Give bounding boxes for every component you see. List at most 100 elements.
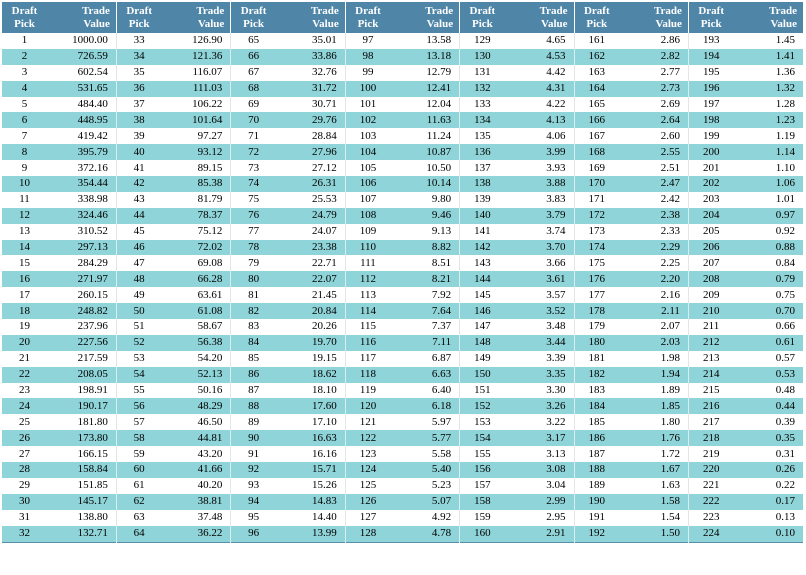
draft-pick-cell: 63 <box>115 509 162 526</box>
draft-pick-cell: 169 <box>573 160 620 177</box>
draft-pick-cell: 145 <box>459 287 505 304</box>
draft-pick-cell: 112 <box>344 271 391 288</box>
draft-pick-cell: 14 <box>2 239 47 256</box>
draft-pick-cell: 99 <box>344 64 391 81</box>
trade-value-cell: 217.59 <box>47 350 117 367</box>
trade-value-cell: 40.20 <box>161 477 231 494</box>
draft-pick-cell: 140 <box>459 207 505 224</box>
trade-value-cell: 0.17 <box>733 493 803 510</box>
draft-pick-cell: 152 <box>459 398 505 415</box>
trade-value-cell: 0.10 <box>733 525 803 542</box>
trade-value-cell: 2.20 <box>619 271 689 288</box>
table-row: 10 354.44 42 85.38 74 26.31 106 10.14 138 3.88 170… <box>2 176 803 192</box>
trade-value-cell: 3.35 <box>504 366 575 383</box>
draft-pick-cell: 51 <box>115 319 162 335</box>
table-row: 21 217.59 53 54.20 85 19.15 117 6.87 149 3.39 181 1… <box>2 350 803 367</box>
draft-pick-cell: 223 <box>687 509 734 526</box>
draft-pick-cell: 119 <box>344 382 391 399</box>
draft-pick-cell: 102 <box>344 112 391 129</box>
draft-pick-cell: 125 <box>344 477 391 494</box>
trade-value-cell: 15.71 <box>275 462 346 478</box>
draft-pick-cell: 67 <box>230 64 276 81</box>
draft-pick-cell: 45 <box>115 223 162 240</box>
draft-pick-cell: 21 <box>2 350 47 367</box>
draft-pick-cell: 103 <box>344 128 391 145</box>
table-row: 25 181.80 57 46.50 89 17.10 121 5.97 153 3.22 185 1… <box>2 414 803 431</box>
draft-pick-cell: 58 <box>115 430 162 447</box>
draft-pick-cell: 88 <box>230 398 276 415</box>
draft-pick-cell: 42 <box>115 176 162 192</box>
trade-value-cell: 484.40 <box>47 96 117 113</box>
draft-pick-cell: 122 <box>344 430 391 447</box>
header-value-label: Value <box>83 17 110 30</box>
trade-value-cell: 0.31 <box>733 446 803 463</box>
trade-value-cell: 21.45 <box>275 287 346 304</box>
draft-pick-cell: 144 <box>459 271 505 288</box>
trade-value-cell: 4.22 <box>504 96 575 113</box>
trade-value-cell: 24.79 <box>275 207 346 224</box>
draft-pick-cell: 194 <box>687 48 734 65</box>
draft-pick-cell: 138 <box>459 176 505 192</box>
trade-value-cell: 6.63 <box>390 366 460 383</box>
header-pick-label: Pick <box>243 17 264 30</box>
draft-pick-cell: 29 <box>2 477 47 494</box>
draft-pick-cell: 57 <box>115 414 162 431</box>
draft-pick-cell: 116 <box>344 334 391 351</box>
draft-pick-cell: 49 <box>115 287 162 304</box>
draft-pick-cell: 26 <box>2 430 47 447</box>
header-trade-value: Trade Value <box>619 2 689 33</box>
draft-pick-cell: 129 <box>459 33 505 49</box>
trade-value-cell: 24.07 <box>275 223 346 240</box>
trade-value-cell: 1.72 <box>619 446 689 463</box>
draft-pick-cell: 217 <box>687 414 734 431</box>
header-draft-pick: Draft Pick <box>230 2 276 33</box>
trade-value-cell: 2.33 <box>619 223 689 240</box>
draft-pick-cell: 30 <box>2 493 47 510</box>
trade-value-cell: 106.22 <box>161 96 231 113</box>
draft-pick-cell: 158 <box>459 493 505 510</box>
table-row: 2 726.59 34 121.36 66 33.86 98 13.18 130 4.53 162 2… <box>2 48 803 65</box>
draft-pick-cell: 40 <box>115 144 162 161</box>
trade-value-cell: 3.17 <box>504 430 575 447</box>
trade-value-cell: 11.63 <box>390 112 460 129</box>
draft-pick-cell: 146 <box>459 303 505 320</box>
draft-pick-cell: 186 <box>573 430 620 447</box>
table-header-row: Draft Pick Trade Value Draft Pick Trade Value Dr… <box>2 2 803 33</box>
trade-value-cell: 0.92 <box>733 223 803 240</box>
draft-pick-cell: 44 <box>115 207 162 224</box>
trade-value-cell: 419.42 <box>47 128 117 145</box>
trade-value-cell: 3.79 <box>504 207 575 224</box>
trade-value-cell: 4.65 <box>504 33 575 49</box>
draft-pick-cell: 174 <box>573 239 620 256</box>
draft-pick-cell: 131 <box>459 64 505 81</box>
table-row: 9 372.16 41 89.15 73 27.12 105 10.50 137 3.93 169 2… <box>2 160 803 177</box>
draft-pick-cell: 60 <box>115 462 162 478</box>
trade-value-cell: 75.12 <box>161 223 231 240</box>
trade-value-cell: 0.84 <box>733 255 803 272</box>
draft-pick-cell: 66 <box>230 48 276 65</box>
draft-pick-cell: 84 <box>230 334 276 351</box>
trade-value-cell: 166.15 <box>47 446 117 463</box>
header-value-label: Value <box>541 17 568 30</box>
draft-pick-cell: 18 <box>2 303 47 320</box>
trade-value-cell: 0.70 <box>733 303 803 320</box>
trade-value-cell: 0.66 <box>733 319 803 335</box>
table-row: 15 284.29 47 69.08 79 22.71 111 8.51 143 3.66 175 2… <box>2 255 803 272</box>
trade-value-cell: 0.39 <box>733 414 803 431</box>
draft-pick-cell: 179 <box>573 319 620 335</box>
trade-value-cell: 1.10 <box>733 160 803 177</box>
draft-pick-cell: 1 <box>2 33 47 49</box>
draft-pick-cell: 15 <box>2 255 47 272</box>
trade-value-cell: 13.58 <box>390 33 460 49</box>
draft-pick-cell: 31 <box>2 509 47 526</box>
trade-value-cell: 50.16 <box>161 382 231 399</box>
trade-value-cell: 28.84 <box>275 128 346 145</box>
draft-pick-cell: 164 <box>573 80 620 97</box>
trade-value-cell: 4.92 <box>390 509 460 526</box>
draft-pick-cell: 182 <box>573 366 620 383</box>
trade-value-cell: 338.98 <box>47 191 117 208</box>
trade-value-cell: 27.12 <box>275 160 346 177</box>
draft-pick-cell: 39 <box>115 128 162 145</box>
trade-value-cell: 531.65 <box>47 80 117 97</box>
draft-value-chart: Draft Pick Trade Value Draft Pick Trade Value Dr… <box>2 2 803 543</box>
